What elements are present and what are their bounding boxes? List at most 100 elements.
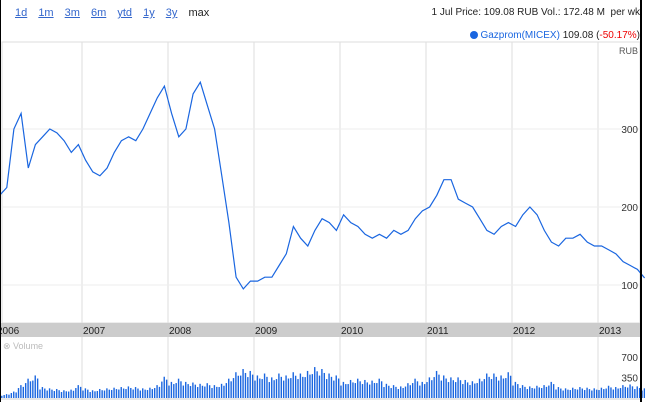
volume-label[interactable]: ⊗ Volume bbox=[3, 341, 44, 351]
volume-bar bbox=[218, 387, 220, 398]
volume-bar bbox=[302, 376, 304, 398]
volume-bar bbox=[32, 380, 34, 398]
x-tick-label: 2011 bbox=[427, 326, 449, 337]
volume-bar bbox=[462, 384, 464, 398]
legend-series-name[interactable]: Gazprom(MICEX) bbox=[480, 30, 560, 41]
volume-bar bbox=[249, 370, 251, 398]
volume-bar bbox=[478, 378, 481, 398]
volume-bar bbox=[15, 392, 17, 398]
volume-bar bbox=[239, 375, 242, 398]
range-1y[interactable]: 1y bbox=[143, 7, 155, 19]
volume-bar bbox=[94, 391, 96, 398]
volume-bar bbox=[230, 381, 232, 398]
volume-bar bbox=[466, 382, 469, 398]
volume-bar bbox=[634, 389, 636, 398]
volume-bar bbox=[158, 386, 161, 398]
volume-bar bbox=[149, 387, 151, 398]
range-3y[interactable]: 3y bbox=[165, 7, 178, 19]
volume-bar bbox=[13, 391, 15, 398]
volume-bar bbox=[626, 387, 629, 398]
volume-bar bbox=[605, 388, 607, 398]
volume-bar bbox=[438, 374, 440, 398]
volume-bar bbox=[108, 389, 110, 398]
volume-bar bbox=[431, 380, 433, 398]
volume-bar bbox=[311, 374, 314, 398]
volume-bar bbox=[110, 390, 113, 398]
volume-bar bbox=[63, 390, 65, 398]
x-tick-label: 2007 bbox=[83, 326, 106, 337]
volume-bar bbox=[454, 382, 457, 398]
volume-bar bbox=[445, 378, 447, 398]
volume-bar bbox=[507, 372, 509, 398]
volume-bar bbox=[593, 388, 595, 398]
volume-tick-label: 350 bbox=[621, 374, 638, 385]
range-ytd[interactable]: ytd bbox=[117, 7, 133, 19]
volume-bar bbox=[290, 378, 292, 398]
volume-bar bbox=[34, 375, 36, 398]
volume-bar bbox=[345, 384, 347, 398]
volume-bar bbox=[294, 375, 297, 398]
volume-bar bbox=[624, 386, 626, 398]
volume-bar bbox=[127, 386, 130, 398]
volume-bar bbox=[636, 386, 638, 398]
volume-bar bbox=[579, 387, 581, 398]
volume-bar bbox=[151, 389, 153, 398]
volume-bar bbox=[5, 394, 8, 398]
volume-bar bbox=[591, 390, 593, 398]
volume-bar bbox=[560, 388, 562, 398]
volume-bar bbox=[325, 379, 328, 398]
volume-bar bbox=[385, 383, 388, 398]
volume-bar bbox=[44, 388, 46, 398]
volume-bar bbox=[471, 381, 474, 398]
volume-bar bbox=[581, 388, 583, 398]
volume-bar bbox=[368, 384, 371, 398]
volume-bar bbox=[206, 383, 208, 398]
volume-bar bbox=[550, 381, 552, 398]
volume-bar bbox=[400, 386, 402, 398]
volume-bar bbox=[469, 385, 471, 398]
plot-area bbox=[1, 41, 641, 324]
volume-bar bbox=[359, 381, 361, 398]
volume-bar bbox=[548, 385, 550, 398]
volume-bar bbox=[58, 390, 60, 398]
volume-bar bbox=[139, 390, 142, 398]
volume-bar bbox=[414, 378, 416, 398]
volume-bar bbox=[201, 385, 204, 398]
volume-bar bbox=[540, 388, 543, 398]
volume-bar bbox=[397, 389, 400, 398]
volume-bar bbox=[354, 383, 357, 398]
volume-bar bbox=[256, 375, 259, 398]
volume-bar bbox=[474, 383, 476, 398]
volume-bar bbox=[357, 378, 359, 398]
volume-bar bbox=[493, 373, 495, 398]
x-tick-label: 2008 bbox=[169, 326, 192, 337]
range-1d[interactable]: 1d bbox=[15, 7, 28, 19]
price-info-text: 1 Jul Price: 109.08 RUB Vol.: 172.48 M bbox=[431, 7, 605, 18]
volume-bar bbox=[352, 382, 354, 398]
volume-bar bbox=[600, 387, 603, 398]
volume-bar bbox=[228, 378, 230, 398]
volume-bar bbox=[216, 386, 218, 398]
volume-bar bbox=[443, 375, 445, 398]
range-6m[interactable]: 6m bbox=[91, 7, 107, 19]
volume-bar bbox=[629, 384, 631, 398]
volume-bar bbox=[488, 376, 490, 398]
range-max[interactable]: max bbox=[188, 7, 210, 19]
volume-bar bbox=[225, 383, 228, 398]
volume-bar bbox=[347, 384, 349, 398]
volume-bar bbox=[509, 375, 512, 398]
volume-bar bbox=[555, 389, 557, 398]
volume-bar bbox=[330, 376, 333, 398]
volume-bar bbox=[497, 380, 500, 398]
series-dot-icon bbox=[470, 31, 479, 39]
volume-bar bbox=[643, 388, 645, 398]
range-1m[interactable]: 1m bbox=[38, 7, 54, 19]
range-3m[interactable]: 3m bbox=[64, 7, 80, 19]
volume-bar bbox=[416, 381, 419, 398]
volume-bar bbox=[146, 390, 149, 398]
volume-bar bbox=[79, 386, 82, 398]
volume-bar bbox=[99, 388, 101, 398]
volume-bar bbox=[588, 389, 591, 398]
price-line bbox=[0, 80, 645, 290]
